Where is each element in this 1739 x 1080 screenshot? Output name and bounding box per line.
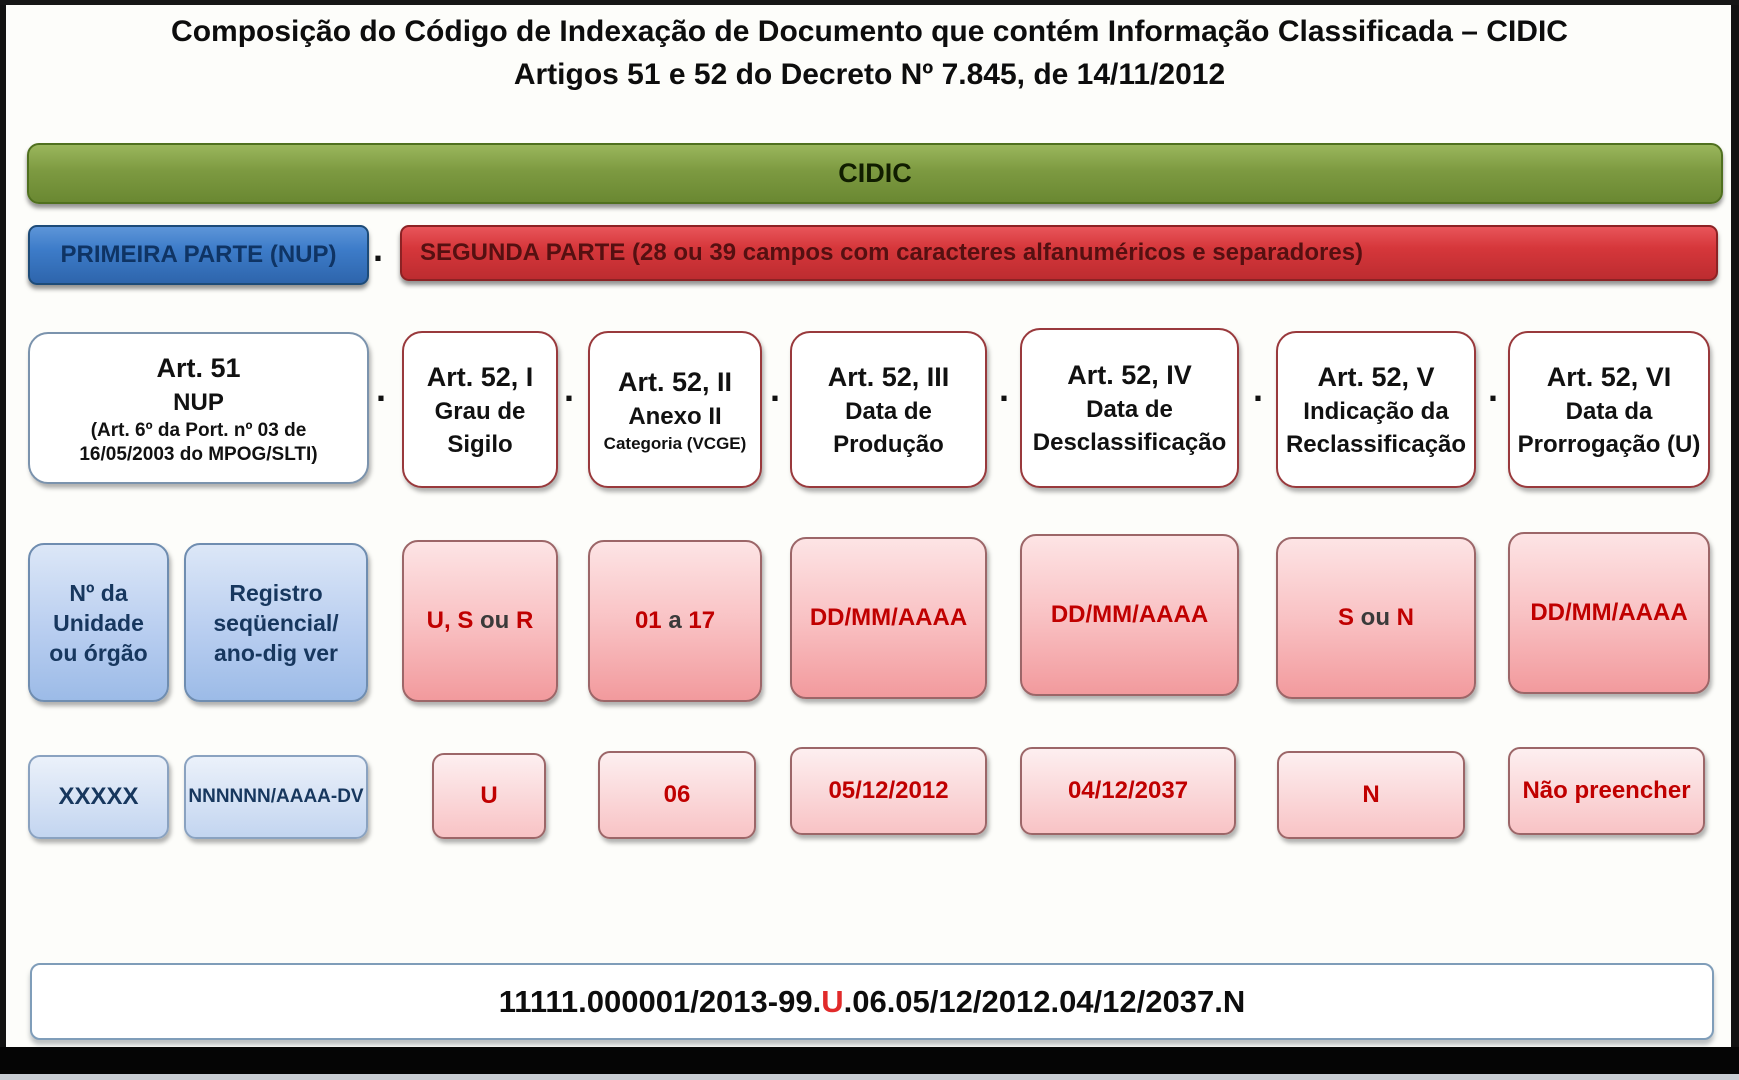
data-desclassificacao-value-box: DD/MM/AAAA (1020, 534, 1239, 696)
example-unit-box: XXXXX (28, 755, 169, 839)
sigilo-value: U, S ou R (427, 607, 534, 635)
value-segment: S (1337, 604, 1354, 631)
value-segment: ou (1354, 604, 1397, 631)
art52-iii-header-box: Art. 52, III Data de Produção (790, 331, 987, 488)
page-title: Composição do Código de Indexação de Doc… (0, 10, 1739, 96)
art52-v-line2: Indicação da (1303, 397, 1449, 425)
frame-border-top (0, 0, 1739, 5)
art52-iii-line1: Art. 52, III (827, 361, 950, 392)
art52-iv-header-box: Art. 52, IV Data de Desclassificação (1020, 328, 1239, 488)
value-segment: R (516, 607, 534, 634)
art52-i-header-box: Art. 52, I Grau de Sigilo (402, 331, 558, 488)
code-suffix: .06.05/12/2012.04/12/2037.N (843, 983, 1246, 1019)
value-segment: DD/MM/AAAA (1050, 601, 1209, 628)
art52-vi-line3: Prorrogação (U) (1517, 430, 1701, 458)
data-producao-value-box: DD/MM/AAAA (790, 537, 987, 699)
example-data-desclassificacao-box: 04/12/2037 (1020, 747, 1236, 835)
cidic-banner: CIDIC (27, 143, 1723, 204)
value-segment: DD/MM/AAAA (809, 604, 968, 631)
example-anexo-box: 06 (598, 751, 756, 839)
first-part-label: PRIMEIRA PARTE (NUP) (60, 241, 337, 268)
art52-v-line3: Reclassificação (1285, 430, 1467, 458)
dot-separator: . (375, 368, 386, 409)
code-prefix: 11111.000001/2013-99. (498, 983, 822, 1019)
title-line-2: Artigos 51 e 52 do Decreto Nº 7.845, de … (513, 58, 1226, 91)
example-sequence-box: NNNNNN/AAAA-DV (184, 755, 368, 839)
bottom-gray-line (0, 1074, 1739, 1080)
art52-ii-header-box: Art. 52, II Anexo II Categoria (VCGE) (588, 331, 762, 488)
code-highlight: U (821, 983, 844, 1019)
anexo-value: 01 a 17 (635, 607, 715, 635)
art51-line1: Art. 51 (156, 352, 241, 383)
reclassificacao-value: S ou N (1338, 604, 1414, 632)
second-part-header: SEGUNDA PARTE (28 ou 39 campos com carac… (400, 225, 1718, 281)
value-segment: 17 (688, 607, 716, 634)
value-segment: 01 (634, 607, 662, 634)
nup-sequence-value-box: Registro seqüencial/ ano-dig ver (184, 543, 368, 702)
cidic-banner-label: CIDIC (838, 158, 912, 188)
second-part-label: SEGUNDA PARTE (28 ou 39 campos com carac… (420, 239, 1364, 266)
art51-header-box: Art. 51 NUP (Art. 6º da Port. nº 03 de 1… (28, 332, 369, 484)
art52-i-line2: Grau de (434, 397, 526, 425)
first-part-header: PRIMEIRA PARTE (NUP) (28, 225, 369, 285)
bottom-black-bar (0, 1047, 1739, 1074)
art52-v-header-box: Art. 52, V Indicação da Reclassificação (1276, 331, 1476, 488)
example-reclassificacao-box: N (1277, 751, 1465, 839)
art52-iii-line3: Produção (833, 430, 944, 458)
art51-line2: NUP (173, 388, 224, 416)
value-segment: N (1396, 604, 1414, 631)
frame-border-left (0, 0, 6, 1080)
dot-separator: . (769, 368, 780, 409)
art52-i-line3: Sigilo (447, 430, 513, 458)
art52-iv-line1: Art. 52, IV (1067, 360, 1192, 390)
value-segment: U, S (426, 607, 474, 634)
nup-unit-line1: Nº da (69, 579, 128, 606)
art51-line4: 16/05/2003 do MPOG/SLTI) (79, 443, 318, 465)
data-prorrogacao-value-box: DD/MM/AAAA (1508, 532, 1710, 694)
data-producao-value: DD/MM/AAAA (810, 604, 967, 632)
anexo-value-box: 01 a 17 (588, 540, 762, 702)
code-bar: 11111.000001/2013-99.U.06.05/12/2012.04/… (30, 963, 1714, 1040)
art52-iv-line2: Data de (1086, 396, 1173, 423)
reclassificacao-value-box: S ou N (1276, 537, 1476, 699)
dot-separator: . (372, 228, 383, 269)
art52-ii-line3: Categoria (VCGE) (603, 434, 747, 453)
art52-iii-line2: Data de (845, 397, 932, 425)
frame-border-right (1731, 0, 1739, 1080)
nup-unit-value-box: Nº da Unidade ou órgão (28, 543, 169, 702)
art52-v-line1: Art. 52, V (1317, 361, 1435, 392)
example-sigilo-box: U (432, 753, 546, 839)
art51-line3: (Art. 6º da Port. nº 03 de (90, 419, 307, 441)
art52-vi-line1: Art. 52, VI (1546, 361, 1672, 392)
dot-separator: . (1252, 368, 1263, 409)
data-prorrogacao-value: DD/MM/AAAA (1530, 599, 1687, 627)
art52-vi-header-box: Art. 52, VI Data da Prorrogação (U) (1508, 331, 1710, 488)
nup-unit-line2: Unidade (53, 609, 144, 636)
art52-vi-line2: Data da (1565, 397, 1653, 425)
code-text: 11111.000001/2013-99.U.06.05/12/2012.04/… (499, 984, 1245, 1020)
nup-unit-line3: ou órgão (49, 639, 148, 666)
example-prorrogacao-box: Não preencher (1508, 747, 1705, 835)
data-desclassificacao-value: DD/MM/AAAA (1051, 601, 1208, 629)
dot-separator: . (1487, 368, 1498, 409)
title-line-1: Composição do Código de Indexação de Doc… (171, 15, 1568, 48)
art52-ii-line2: Anexo II (628, 403, 722, 430)
example-data-producao-box: 05/12/2012 (790, 747, 987, 835)
value-segment: DD/MM/AAAA (1530, 599, 1688, 626)
art52-ii-line1: Art. 52, II (617, 367, 733, 397)
value-segment: ou (473, 607, 516, 634)
nup-sequence-line2: seqüencial/ (213, 609, 339, 636)
art52-i-line1: Art. 52, I (426, 361, 534, 392)
sigilo-value-box: U, S ou R (402, 540, 558, 702)
dot-separator: . (563, 368, 574, 409)
art52-iv-line3: Desclassificação (1032, 429, 1227, 456)
nup-sequence-line1: Registro (229, 579, 323, 606)
value-segment: a (661, 607, 689, 634)
dot-separator: . (998, 368, 1009, 409)
nup-sequence-line3: ano-dig ver (214, 639, 338, 666)
